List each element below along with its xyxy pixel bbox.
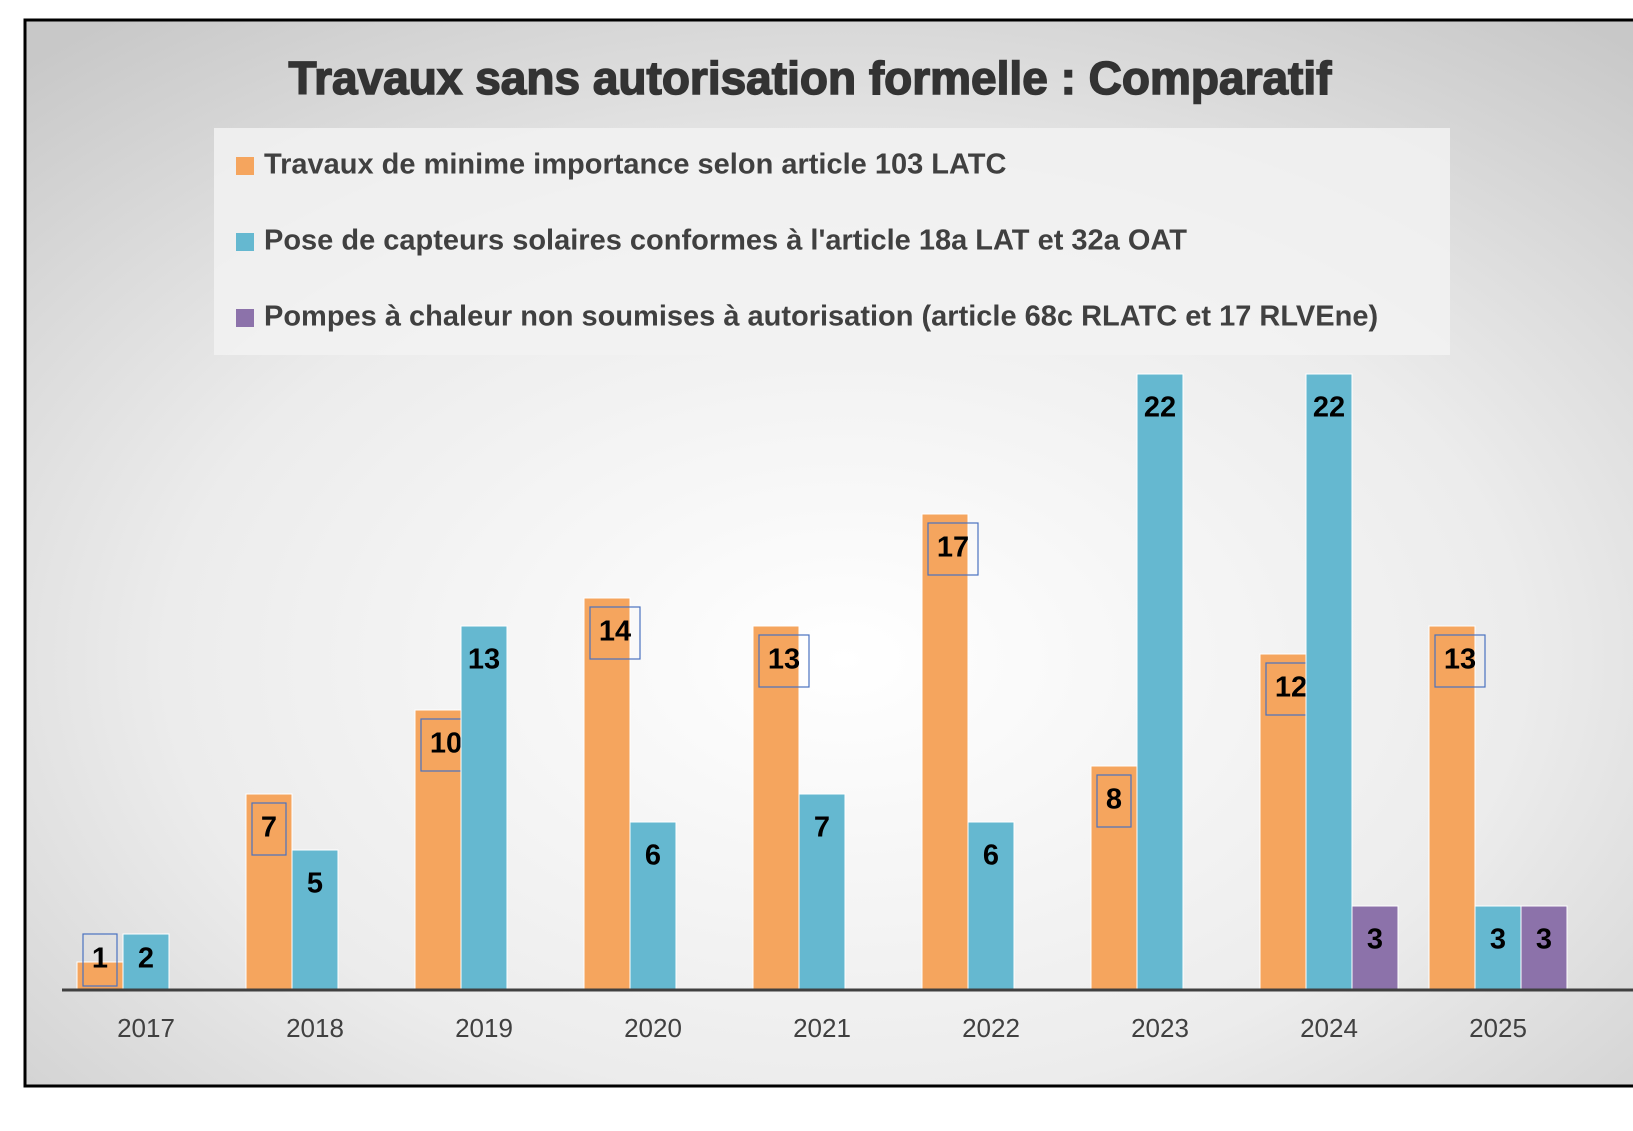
legend-box	[214, 128, 1450, 355]
data-label: 13	[1444, 644, 1476, 676]
bar	[629, 821, 677, 991]
bar	[1520, 905, 1568, 991]
legend-label: Pose de capteurs solaires conformes à l'…	[264, 225, 1187, 257]
data-label: 17	[937, 532, 969, 564]
x-tick-label: 2021	[793, 1013, 851, 1043]
bar	[921, 513, 969, 991]
legend-label: Pompes à chaleur non soumises à autorisa…	[264, 301, 1378, 333]
x-tick-label: 2019	[455, 1013, 513, 1043]
data-label: 12	[1275, 672, 1307, 704]
x-tick-label: 2023	[1131, 1013, 1189, 1043]
data-label: 5	[307, 868, 323, 900]
bar	[798, 793, 846, 991]
label-box	[1096, 774, 1132, 828]
label-box	[927, 522, 979, 576]
bar	[1428, 625, 1476, 991]
data-label: 14	[599, 616, 631, 648]
legend-swatch	[236, 309, 254, 327]
label-box	[1434, 634, 1486, 688]
label-box	[758, 634, 810, 688]
bar	[1090, 765, 1138, 991]
legend-swatch	[236, 157, 254, 175]
data-label: 22	[1313, 392, 1345, 424]
data-label: 6	[645, 840, 661, 872]
label-box	[82, 933, 118, 987]
data-label: 6	[983, 840, 999, 872]
label-box	[589, 606, 641, 660]
bar	[1136, 373, 1184, 991]
data-label: 7	[261, 812, 277, 844]
bar	[752, 625, 800, 991]
x-tick-label: 2018	[286, 1013, 344, 1043]
bar	[1305, 373, 1353, 991]
data-label: 3	[1536, 924, 1552, 956]
data-label: 3	[1367, 924, 1383, 956]
data-label: 8	[1106, 784, 1122, 816]
data-label: 10	[430, 728, 462, 760]
x-tick-label: 2022	[962, 1013, 1020, 1043]
data-label: 13	[468, 644, 500, 676]
bar	[1474, 905, 1522, 991]
bar	[291, 849, 339, 991]
data-label: 7	[814, 812, 830, 844]
data-label: 1	[92, 943, 108, 975]
legend-swatch	[236, 233, 254, 251]
legend-label: Travaux de minime importance selon artic…	[264, 149, 1007, 181]
bar	[245, 793, 293, 991]
bar	[967, 821, 1015, 991]
data-label: 22	[1144, 392, 1176, 424]
bar	[122, 933, 170, 991]
bar	[460, 625, 508, 991]
chart-title: Travaux sans autorisation formelle : Com…	[289, 52, 1333, 104]
x-tick-label: 2024	[1300, 1013, 1358, 1043]
label-box	[251, 802, 287, 856]
data-label: 2	[138, 943, 154, 975]
x-tick-label: 2017	[117, 1013, 175, 1043]
x-tick-label: 2020	[624, 1013, 682, 1043]
bar	[583, 597, 631, 991]
x-tick-label: 2025	[1469, 1013, 1527, 1043]
data-label: 13	[768, 644, 800, 676]
data-label: 3	[1490, 924, 1506, 956]
bar	[1259, 653, 1307, 991]
bar	[1351, 905, 1399, 991]
